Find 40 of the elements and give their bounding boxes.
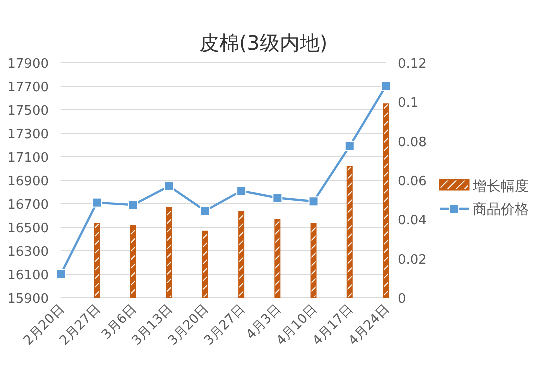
y-tick-label: 16300 — [8, 245, 49, 260]
y-tick-label: 16900 — [8, 174, 49, 190]
legend-label: 增长幅度 — [472, 179, 529, 195]
y2-tick-label: 0 — [398, 292, 406, 307]
point — [56, 270, 66, 280]
bar — [238, 211, 245, 298]
bar — [202, 230, 208, 298]
y-tick-label: 17900 — [8, 57, 49, 72]
y-tick-label: 17300 — [8, 128, 49, 142]
point — [308, 196, 319, 207]
y-tick-label: 16700 — [8, 198, 49, 213]
bar — [166, 207, 172, 298]
y-tick-label: 17700 — [8, 80, 49, 96]
point — [128, 200, 138, 210]
point — [200, 206, 210, 216]
point — [344, 141, 355, 152]
y2-tick-label: 0.1 — [398, 96, 419, 112]
point — [164, 181, 174, 192]
point — [272, 193, 283, 204]
bar — [346, 166, 353, 298]
legend-label: 商品价格 — [473, 202, 529, 218]
y2-tick-label: 0.08 — [398, 135, 427, 150]
bar — [274, 219, 281, 298]
y-tick-label: 15900 — [8, 292, 49, 307]
chart-title: 皮棉(3级内地) — [199, 31, 328, 55]
y-tick-label: 17100 — [8, 151, 49, 166]
bar — [383, 104, 389, 298]
point — [92, 198, 102, 208]
y2-tick-label: 0.12 — [398, 57, 427, 72]
y-tick-label: 16100 — [8, 268, 49, 284]
y-tick-label: 17500 — [8, 104, 49, 119]
bar — [310, 223, 317, 298]
point — [236, 186, 247, 196]
y2-tick-label: 0.06 — [398, 174, 427, 190]
point — [381, 82, 391, 92]
y2-tick-label: 0.04 — [398, 214, 427, 229]
bar — [94, 223, 100, 298]
y2-tick-label: 0.02 — [398, 252, 427, 268]
y-tick-label: 16500 — [8, 222, 49, 236]
bar — [130, 225, 136, 298]
